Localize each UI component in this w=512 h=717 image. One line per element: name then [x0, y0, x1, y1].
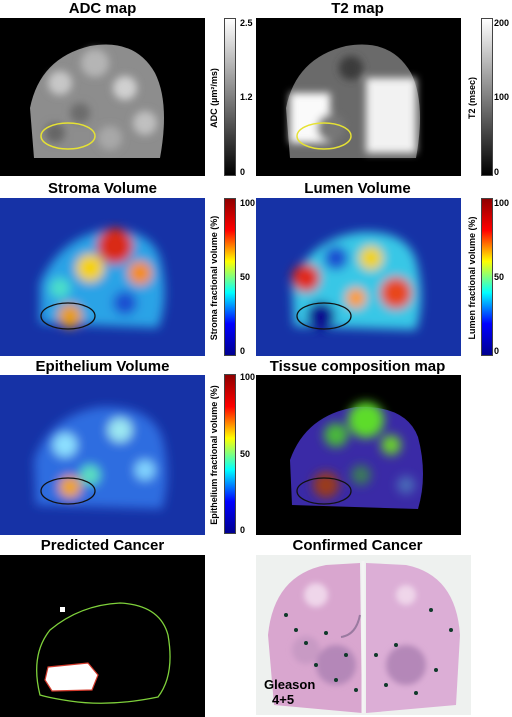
- lumen-tick-min: 0: [494, 346, 500, 356]
- t2-tick-min: 0: [494, 167, 500, 177]
- stroma-volume-image: [0, 198, 205, 356]
- predicted-cancer-region: [44, 662, 99, 692]
- epithelium-tick-max: 100: [240, 372, 256, 382]
- lumen-colorbar-label: Lumen fractional volume (%): [467, 216, 477, 340]
- composition-title: Tissue composition map: [269, 358, 446, 375]
- stroma-tick-mid: 50: [240, 272, 251, 282]
- epithelium-title: Epithelium Volume: [35, 358, 170, 375]
- predicted-cancer-image: [0, 555, 205, 717]
- stroma-title: Stroma Volume: [48, 180, 157, 197]
- predicted-title: Predicted Cancer: [40, 537, 165, 554]
- t2-tick-mid: 100: [494, 92, 510, 102]
- stroma-colorbar-label: Stroma fractional volume (%): [209, 215, 219, 341]
- epithelium-colorbar: [224, 374, 236, 534]
- stroma-roi: [40, 302, 96, 330]
- stroma-tick-max: 100: [240, 198, 256, 208]
- epithelium-volume-image: [0, 375, 205, 535]
- lumen-title: Lumen Volume: [304, 180, 411, 197]
- lumen-tick-max: 100: [494, 198, 510, 208]
- t2-map-image: [256, 18, 461, 176]
- stroma-tick-min: 0: [240, 346, 246, 356]
- adc-roi: [40, 122, 96, 150]
- lumen-roi: [296, 302, 352, 330]
- t2-colorbar-label: T2 (msec): [467, 76, 477, 120]
- stroma-colorbar: [224, 198, 236, 356]
- adc-tick-min: 0: [240, 167, 246, 177]
- adc-tick-mid: 1.2: [240, 92, 253, 102]
- adc-colorbar: [224, 18, 236, 176]
- t2-tick-max: 200: [494, 18, 510, 28]
- confirmed-title: Confirmed Cancer: [292, 537, 423, 554]
- tissue-composition-image: [256, 375, 461, 535]
- gleason-score: Gleason 4+5: [264, 677, 315, 707]
- epithelium-roi: [40, 477, 96, 505]
- t2-roi: [296, 122, 352, 150]
- lumen-tick-mid: 50: [494, 272, 505, 282]
- epithelium-tick-min: 0: [240, 525, 246, 535]
- adc-title: ADC map: [68, 0, 137, 17]
- t2-colorbar: [481, 18, 493, 176]
- adc-map-image: [0, 18, 205, 176]
- gleason-label: Gleason: [264, 677, 316, 692]
- adc-tick-max: 2.5: [240, 18, 253, 28]
- epithelium-tick-mid: 50: [240, 449, 251, 459]
- confirmed-cancer-histology: Gleason 4+5: [256, 555, 471, 715]
- lumen-colorbar: [481, 198, 493, 356]
- t2-title: T2 map: [331, 0, 384, 17]
- lumen-volume-image: [256, 198, 461, 356]
- epithelium-colorbar-label: Epithelium fractional volume (%): [209, 385, 219, 525]
- prostate-outline: [36, 602, 171, 704]
- adc-colorbar-label: ADC (µm²/ms): [209, 68, 219, 128]
- gleason-value: 4+5: [272, 692, 295, 707]
- composition-roi: [296, 477, 352, 505]
